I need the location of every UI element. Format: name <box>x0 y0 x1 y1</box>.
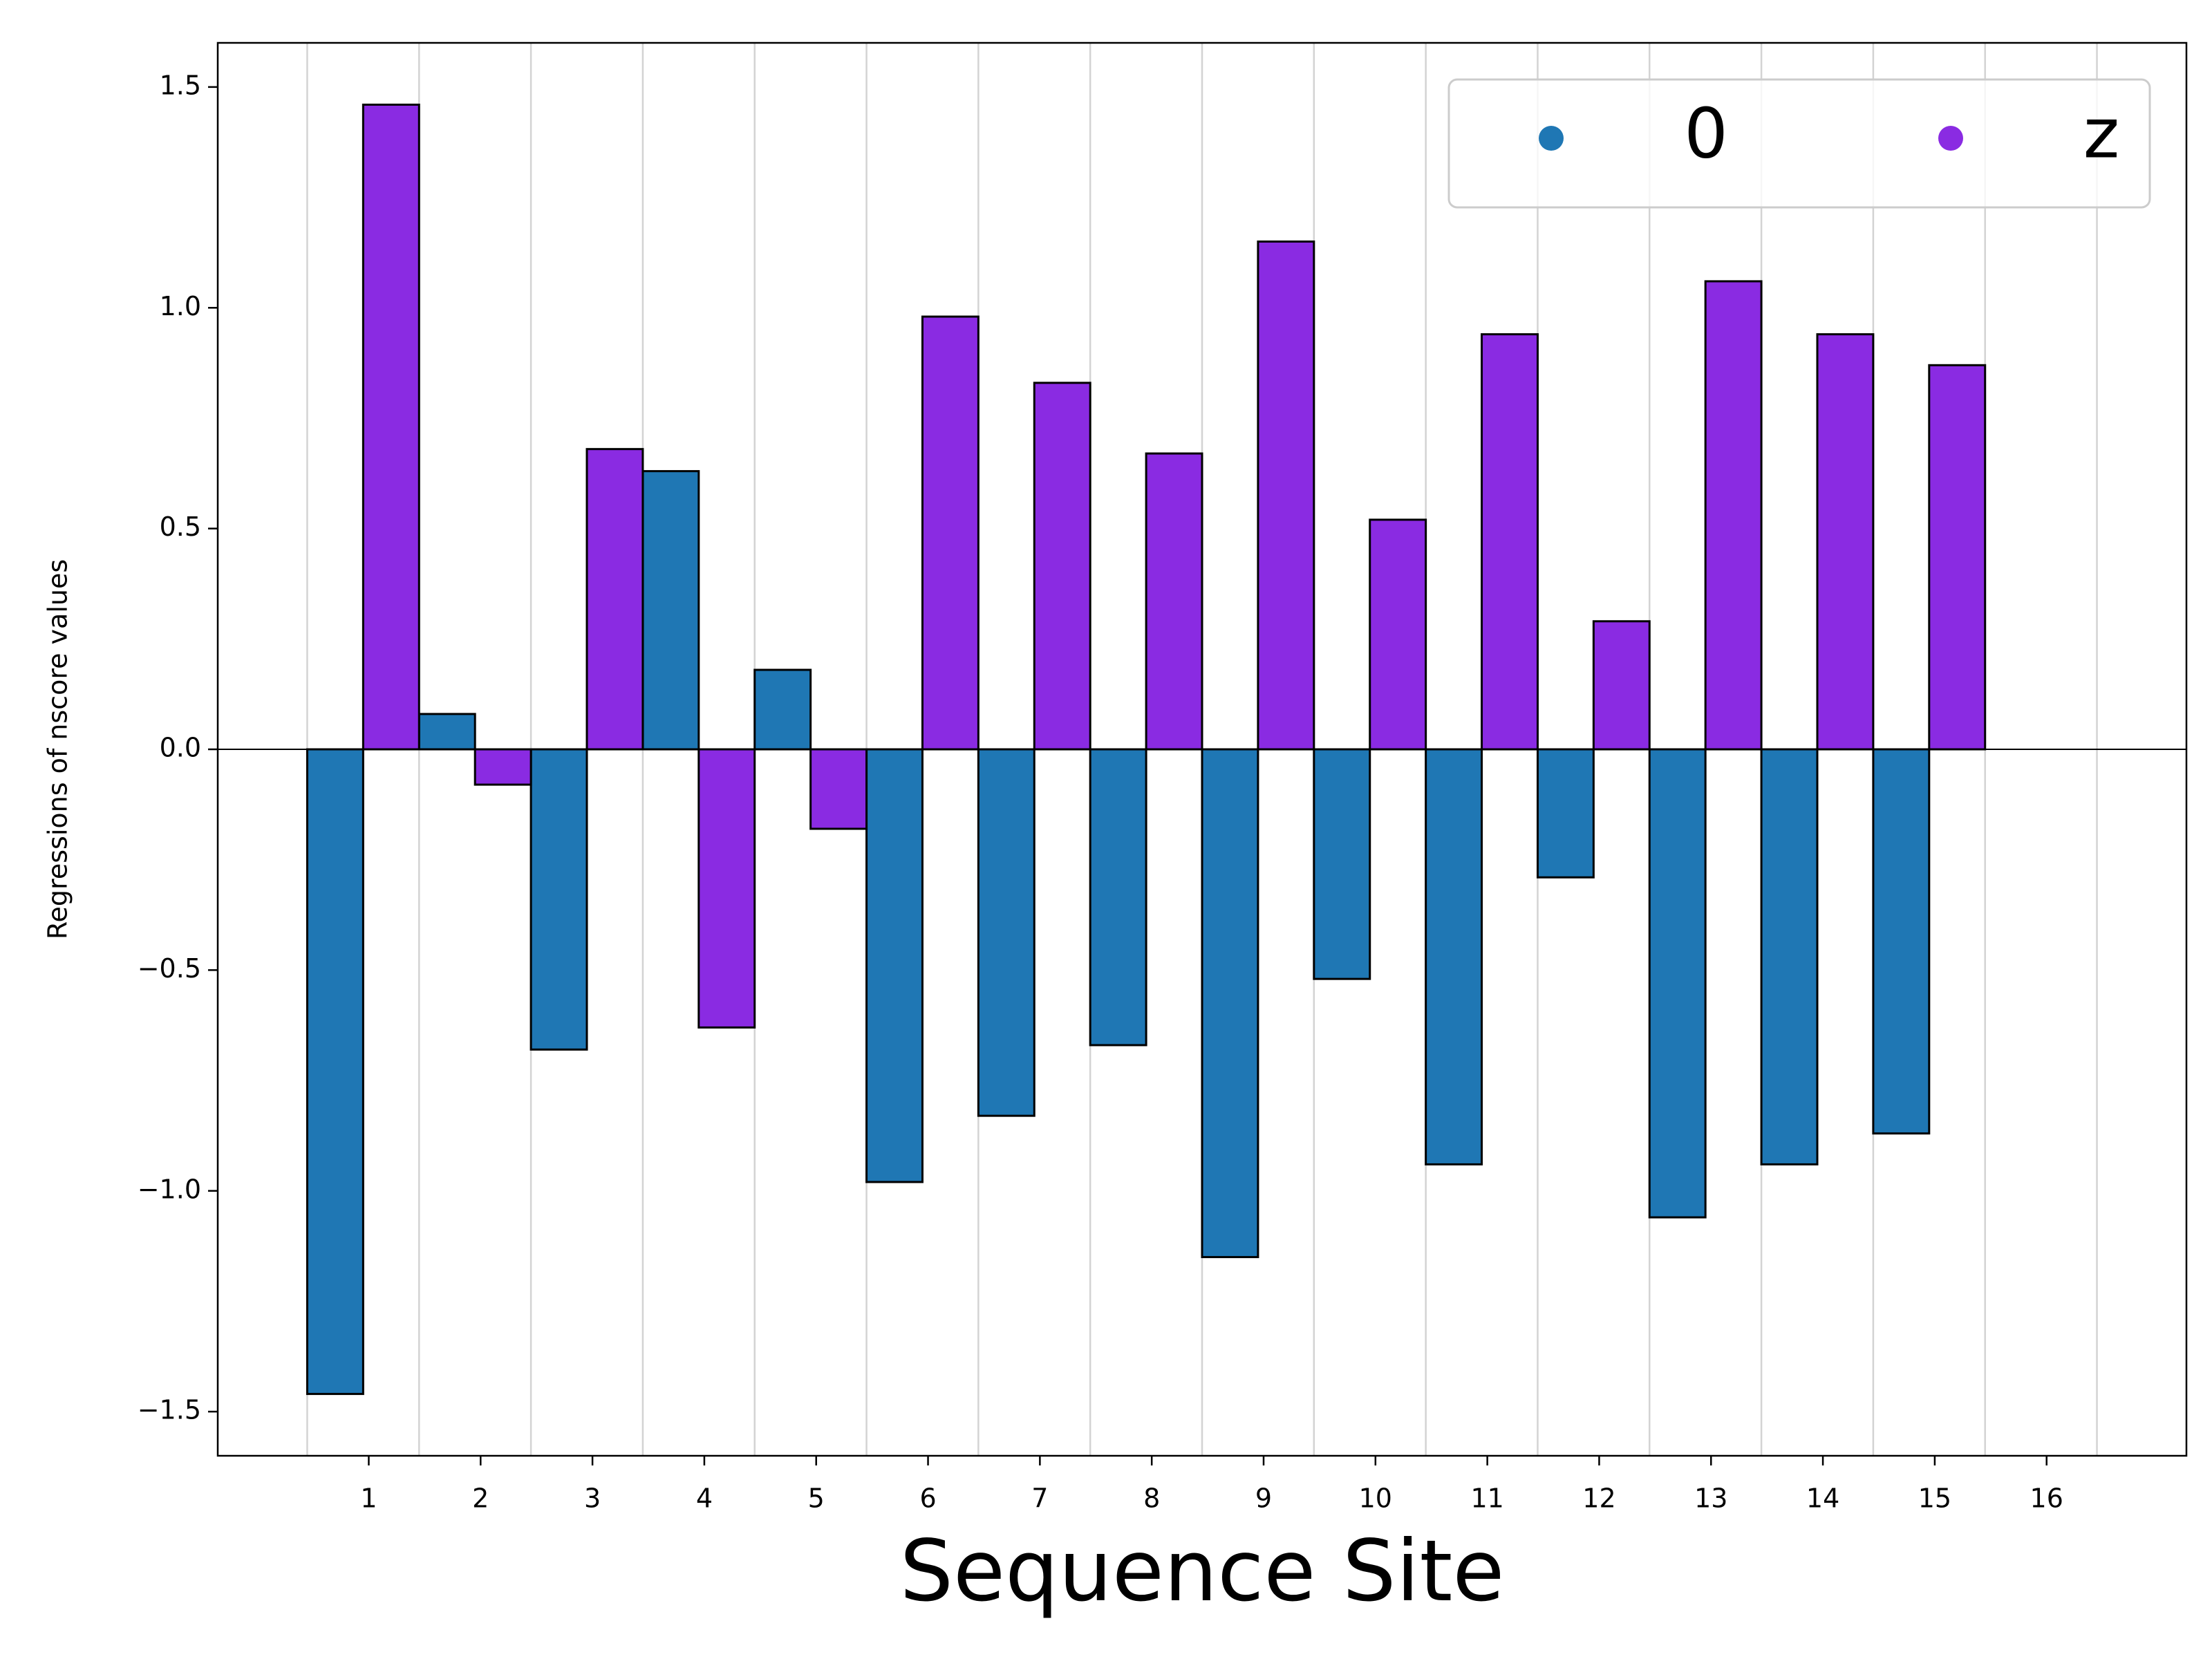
x-tick-label: 14 <box>1806 1483 1839 1514</box>
bar <box>641 470 700 751</box>
x-tick-label: 8 <box>1143 1483 1160 1514</box>
y-tick-label: 1.5 <box>160 70 201 100</box>
y-tick-label: 0.0 <box>160 733 201 763</box>
x-axis-label: Sequence Site <box>900 1522 1505 1620</box>
y-tick-label: −0.5 <box>138 953 201 984</box>
bar <box>585 448 644 751</box>
x-tick-label: 7 <box>1031 1483 1048 1514</box>
x-tick-label: 4 <box>696 1483 713 1514</box>
x-tick-label: 6 <box>919 1483 936 1514</box>
bar <box>809 748 868 830</box>
legend-label: z <box>2083 93 2120 174</box>
x-tick-label: 3 <box>584 1483 601 1514</box>
legend-box <box>1447 78 2151 209</box>
bar <box>1313 748 1371 980</box>
x-tick-label: 5 <box>808 1483 825 1514</box>
x-tick-label: 16 <box>2030 1483 2063 1514</box>
bar <box>1928 364 1987 751</box>
plot-frame <box>216 41 2188 1457</box>
bar <box>1257 240 1315 751</box>
bar <box>1872 748 1931 1135</box>
bar <box>1033 382 1091 751</box>
x-tick-label: 10 <box>1359 1483 1392 1514</box>
bar <box>474 748 532 786</box>
x-tick-label: 1 <box>360 1483 377 1514</box>
legend-label: 0 <box>1684 93 1728 174</box>
bar <box>1425 748 1483 1165</box>
legend-marker <box>1938 126 1963 151</box>
bar <box>418 713 476 751</box>
x-tick-label: 15 <box>1918 1483 1951 1514</box>
bar <box>362 103 420 751</box>
bar <box>529 748 588 1051</box>
y-axis-label: Regressions of nscore values <box>43 559 73 939</box>
bar <box>1089 748 1147 1047</box>
bar <box>1145 452 1203 751</box>
bar <box>1201 748 1259 1259</box>
bar <box>1760 748 1819 1165</box>
x-tick-label: 11 <box>1470 1483 1503 1514</box>
x-tick-label: 2 <box>472 1483 489 1514</box>
x-tick-label: 12 <box>1582 1483 1615 1514</box>
y-tick-label: −1.5 <box>138 1395 201 1425</box>
bar <box>753 668 812 751</box>
bar <box>1648 748 1707 1219</box>
y-tick-label: 1.0 <box>160 291 201 321</box>
bar <box>1704 280 1763 751</box>
bar <box>865 748 924 1183</box>
x-tick-label: 9 <box>1255 1483 1272 1514</box>
x-tick-label: 13 <box>1694 1483 1727 1514</box>
bar <box>306 748 364 1396</box>
y-tick-label: 0.5 <box>160 512 201 542</box>
legend-marker <box>1539 126 1564 151</box>
bar <box>1369 518 1427 751</box>
bar <box>1481 333 1539 751</box>
bar <box>1592 620 1651 751</box>
bar <box>977 748 1035 1117</box>
y-tick-label: −1.0 <box>138 1174 201 1204</box>
bar <box>921 315 980 751</box>
bar <box>1816 333 1875 751</box>
bar <box>1536 748 1595 879</box>
bar <box>697 748 756 1029</box>
